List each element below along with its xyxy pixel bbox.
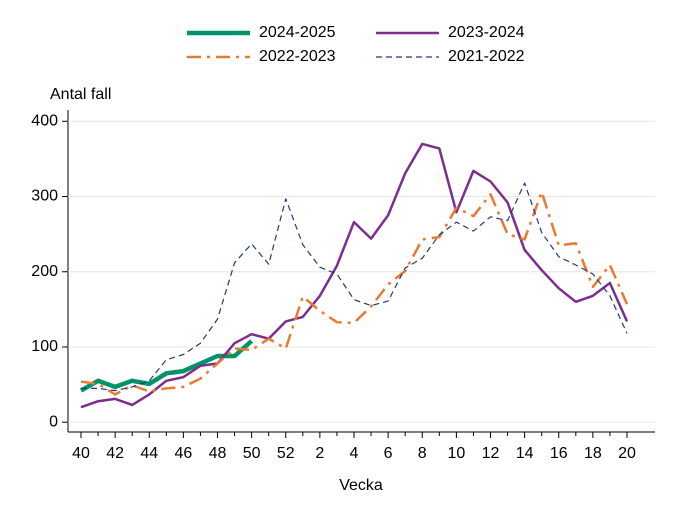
y-tick-label: 400 bbox=[31, 113, 58, 130]
series-line bbox=[80, 142, 629, 409]
series-line bbox=[80, 190, 629, 396]
y-tick-label: 0 bbox=[49, 413, 58, 430]
x-tick-label: 20 bbox=[618, 445, 636, 462]
x-tick-label: 8 bbox=[418, 445, 427, 462]
x-tick-label: 14 bbox=[516, 445, 534, 462]
x-tick-label: 52 bbox=[277, 445, 295, 462]
x-tick-label: 6 bbox=[384, 445, 393, 462]
y-tick-label: 100 bbox=[31, 338, 58, 355]
x-axis-label: Vecka bbox=[339, 477, 383, 494]
y-tick-label: 200 bbox=[31, 263, 58, 280]
x-tick-label: 4 bbox=[350, 445, 359, 462]
x-tick-label: 48 bbox=[209, 445, 227, 462]
x-tick-label: 2 bbox=[315, 445, 324, 462]
x-tick-label: 16 bbox=[550, 445, 568, 462]
x-tick-label: 46 bbox=[174, 445, 192, 462]
y-tick-label: 300 bbox=[31, 188, 58, 205]
x-tick-label: 44 bbox=[140, 445, 158, 462]
x-tick-label: 42 bbox=[106, 445, 124, 462]
x-tick-label: 10 bbox=[447, 445, 465, 462]
y-axis-label: Antal fall bbox=[50, 86, 111, 103]
legend-label: 2022-2023 bbox=[259, 48, 336, 65]
legend-label: 2021-2022 bbox=[448, 48, 525, 65]
x-tick-label: 40 bbox=[72, 445, 90, 462]
legend-label: 2024-2025 bbox=[259, 24, 336, 41]
legend-label: 2023-2024 bbox=[448, 24, 525, 41]
x-tick-label: 12 bbox=[482, 445, 500, 462]
series-line bbox=[81, 182, 628, 392]
x-tick-label: 50 bbox=[243, 445, 261, 462]
x-tick-label: 18 bbox=[584, 445, 602, 462]
